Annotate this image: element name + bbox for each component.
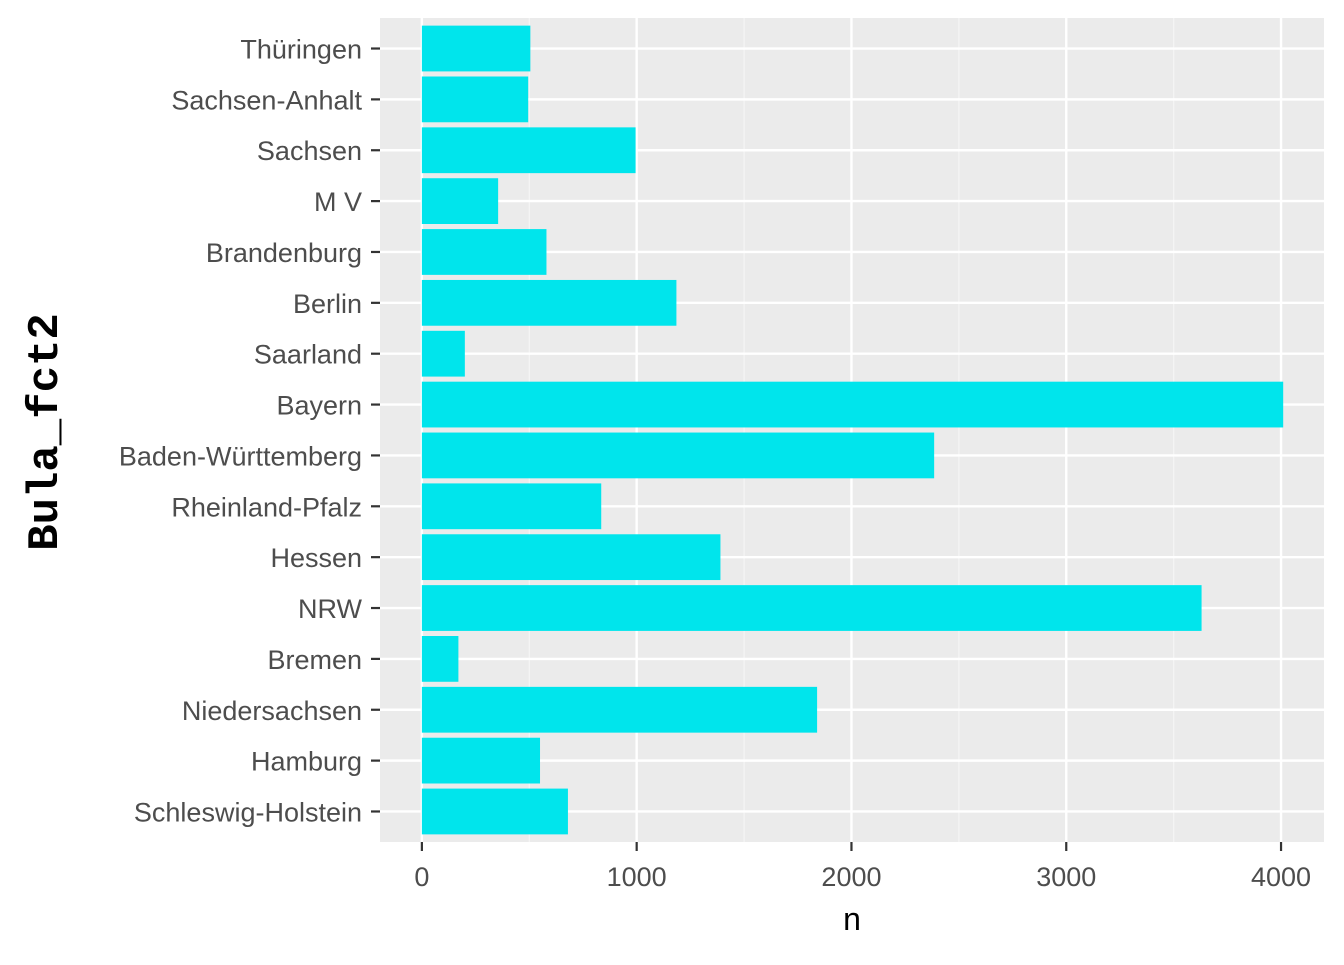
- bar: [421, 737, 541, 784]
- bar: [421, 381, 1284, 428]
- bar: [421, 330, 465, 377]
- y-tick-label: Hessen: [270, 543, 362, 573]
- bar: [421, 127, 636, 174]
- y-tick-label: Sachsen: [257, 136, 362, 166]
- bar: [421, 76, 529, 123]
- y-tick-label: Hamburg: [251, 747, 362, 777]
- y-tick-label: M V: [314, 187, 362, 217]
- y-tick-label: Baden-Württemberg: [119, 441, 362, 471]
- y-tick-label: Berlin: [293, 289, 362, 319]
- y-tick-label: Bremen: [267, 645, 362, 675]
- x-axis: 0 1000 2000 3000 4000: [414, 842, 1311, 892]
- x-axis-title: n: [843, 901, 861, 937]
- bar: [421, 636, 459, 682]
- y-tick-label: Niedersachsen: [182, 696, 362, 726]
- x-tick-label: 2000: [821, 862, 881, 892]
- bar: [421, 686, 818, 733]
- y-tick-label: NRW: [298, 594, 363, 624]
- y-tick-label: Sachsen-Anhalt: [171, 85, 362, 115]
- bar: [421, 229, 547, 275]
- bar: [421, 432, 935, 479]
- x-tick-label: 0: [414, 862, 429, 892]
- x-tick-label: 1000: [607, 862, 667, 892]
- x-tick-label: 4000: [1251, 862, 1311, 892]
- bar: [421, 279, 677, 326]
- y-tick-label: Bayern: [276, 391, 362, 421]
- y-tick-label: Thüringen: [240, 35, 362, 65]
- y-axis: Schleswig-Holstein Hamburg Niedersachsen Br…: [119, 35, 380, 827]
- y-tick-label: Rheinland-Pfalz: [171, 492, 362, 522]
- bars: [421, 25, 1284, 835]
- bar: [421, 585, 1202, 631]
- bar: [421, 178, 499, 224]
- y-tick-label: Saarland: [254, 340, 362, 370]
- bar: [421, 483, 602, 530]
- y-tick-label: Brandenburg: [206, 238, 362, 268]
- bar: [421, 534, 721, 581]
- bar: [421, 788, 568, 835]
- y-axis-title: Bula_fct2: [21, 313, 71, 551]
- bar: [421, 25, 531, 72]
- x-tick-label: 3000: [1036, 862, 1096, 892]
- y-tick-label: Schleswig-Holstein: [134, 797, 362, 827]
- grid-lines: [380, 18, 1324, 842]
